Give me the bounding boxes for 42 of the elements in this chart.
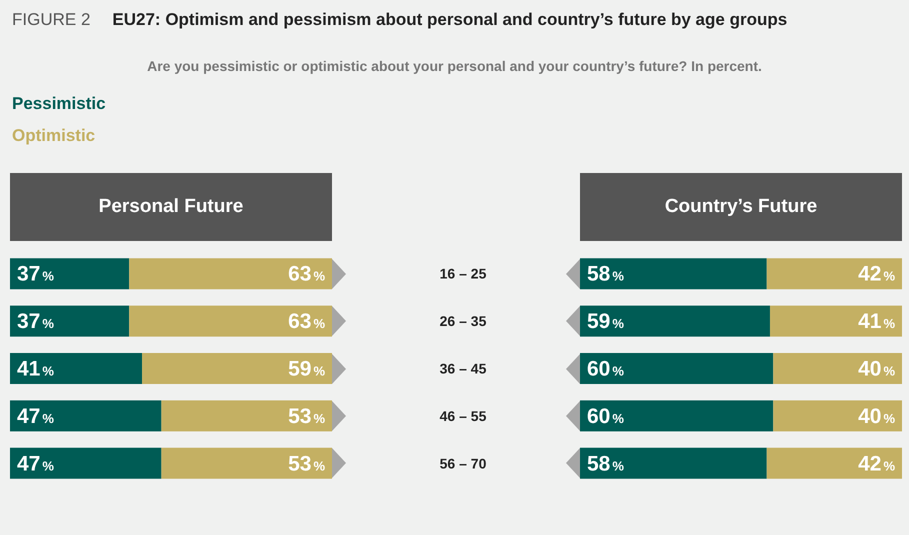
data-label: 63% <box>288 310 326 334</box>
text: EU27: Optimism and pessimism about personal and country’s future by age groups <box>112 10 788 29</box>
data-label: 63% <box>288 262 326 286</box>
y-tick-label: 36 – 45 <box>440 360 487 376</box>
bar <box>773 353 902 384</box>
data-label: 37% <box>17 262 54 286</box>
y-tick-label: 56 – 70 <box>440 455 487 472</box>
bar <box>10 400 162 432</box>
bar <box>10 306 130 337</box>
data-label: 58% <box>587 262 624 286</box>
y-tick-label: 26 – 35 <box>440 313 487 330</box>
data-label: 59% <box>288 358 326 380</box>
data-label: 59% <box>587 310 624 334</box>
data-label: 58% <box>587 452 624 476</box>
data-label: 60% <box>587 358 624 380</box>
y-tick-label: 46 – 55 <box>440 408 487 424</box>
x-axis-title: Country’s Future <box>580 173 902 241</box>
data-label: 53% <box>288 452 326 476</box>
data-label: 40% <box>858 404 896 428</box>
y-tick-label: 16 – 25 <box>440 266 487 282</box>
data-label: 42% <box>858 262 896 286</box>
bar <box>10 448 162 479</box>
caption: FIGURE 2 <box>12 10 90 29</box>
data-label: 41% <box>858 310 896 334</box>
bar <box>10 258 130 290</box>
data-label: 42% <box>858 452 896 476</box>
data-label: 37% <box>17 310 54 334</box>
bar <box>766 448 902 479</box>
data-label: 41% <box>17 358 54 380</box>
bar <box>770 306 902 337</box>
data-label: 40% <box>858 358 896 380</box>
x-axis-title: Personal Future <box>10 173 332 241</box>
text: Pessimistic <box>12 94 106 115</box>
data-label: 47% <box>17 404 54 428</box>
text: Are you pessimistic or optimistic about your personal and your country’s future? In percent. <box>146 58 763 74</box>
bar <box>766 258 902 290</box>
bar <box>773 400 902 432</box>
data-label: 53% <box>288 404 326 428</box>
data-label: 60% <box>587 404 624 428</box>
data-label: 47% <box>17 452 54 476</box>
bar <box>10 353 142 384</box>
text: Optimistic <box>12 126 96 147</box>
